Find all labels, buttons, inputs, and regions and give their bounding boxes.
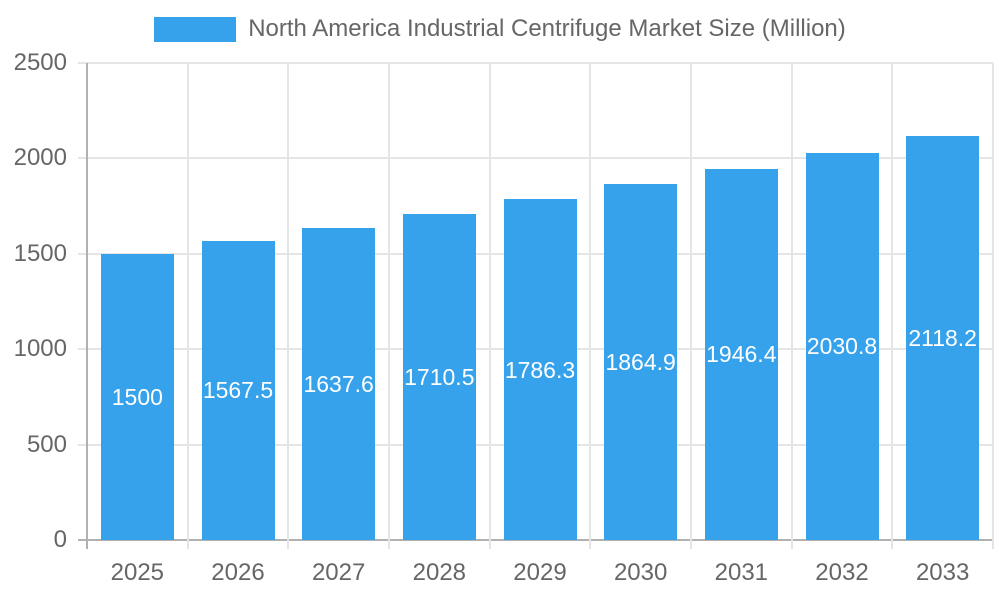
y-tick-label: 1500 (13, 239, 67, 267)
bar[interactable] (100, 253, 174, 540)
gridline-horizontal (78, 62, 993, 64)
bar-value-label: 1864.9 (605, 349, 676, 376)
bar[interactable] (201, 240, 275, 540)
bar-value-label: 2030.8 (806, 333, 878, 360)
legend-label: North America Industrial Centrifuge Mark… (248, 15, 846, 42)
bar[interactable] (805, 152, 879, 540)
gridline-vertical (891, 63, 894, 549)
legend[interactable]: North America Industrial Centrifuge Mark… (0, 15, 1000, 43)
x-tick-label: 2031 (714, 559, 769, 586)
y-tick-label: 0 (53, 526, 67, 553)
x-tick-label: 2030 (613, 559, 668, 586)
gridline-vertical (992, 63, 994, 549)
x-tick-label: 2029 (513, 559, 567, 586)
gridline-vertical (287, 63, 290, 549)
bar-value-label: 1500 (111, 383, 163, 410)
bar-value-label: 1567.5 (202, 377, 274, 404)
x-axis-line (78, 539, 993, 541)
y-tick-label: 2000 (13, 144, 67, 172)
bar[interactable] (906, 135, 980, 540)
bar[interactable] (302, 227, 376, 540)
gridline-horizontal (78, 157, 993, 160)
bar-value-label: 1786.3 (504, 356, 576, 383)
bar[interactable] (704, 168, 778, 540)
x-tick-label: 2025 (110, 559, 165, 586)
bar-value-label: 2118.2 (908, 324, 977, 351)
y-tick-label: 1000 (13, 335, 67, 363)
bar[interactable] (503, 199, 577, 540)
x-tick-label: 2033 (915, 559, 970, 586)
bar-value-label: 1637.6 (303, 370, 374, 397)
bar-value-label: 1946.4 (706, 341, 777, 368)
gridline-vertical (790, 63, 793, 549)
bar-value-label: 1710.5 (404, 363, 475, 390)
x-tick-label: 2026 (211, 559, 265, 586)
bar[interactable] (604, 184, 678, 540)
x-tick-label: 2032 (815, 559, 869, 586)
gridline-vertical (186, 63, 189, 549)
gridline-vertical (488, 63, 491, 549)
x-tick-label: 2027 (311, 559, 366, 586)
y-tick-label: 500 (26, 430, 67, 458)
legend-swatch (154, 16, 237, 42)
gridline-vertical (388, 63, 390, 549)
gridline-vertical (589, 63, 592, 549)
y-axis-line (86, 63, 88, 549)
gridline-vertical (690, 63, 692, 549)
bar[interactable] (402, 213, 476, 540)
y-tick-label: 2500 (13, 49, 67, 76)
x-tick-label: 2028 (412, 559, 467, 586)
